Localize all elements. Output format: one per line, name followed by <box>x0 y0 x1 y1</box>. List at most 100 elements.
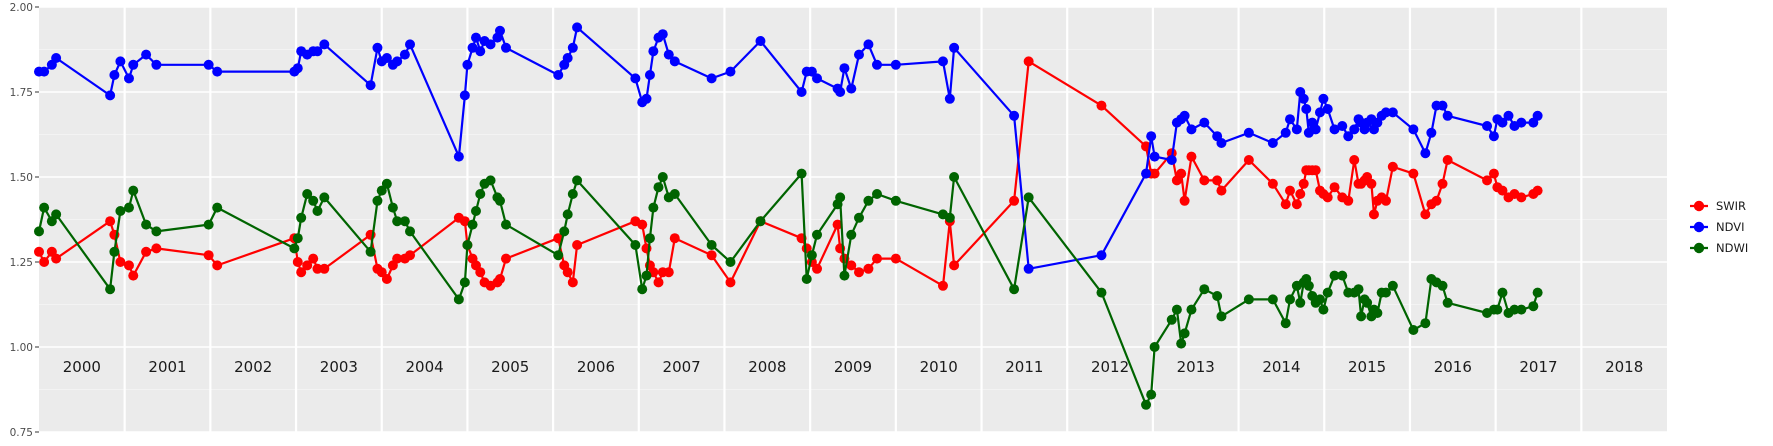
year-label: 2005 <box>491 358 529 376</box>
y-tick-label: 1.75 <box>10 87 33 99</box>
data-point-swir <box>302 260 313 271</box>
data-point-ndwi <box>470 206 481 216</box>
data-point-swir <box>812 263 823 274</box>
data-point-ndwi <box>1009 284 1020 295</box>
data-point-swir <box>1532 185 1543 196</box>
data-point-ndwi <box>485 175 496 186</box>
data-point-ndvi <box>141 49 152 60</box>
data-point-ndvi <box>494 25 505 36</box>
data-point-ndwi <box>1372 308 1383 318</box>
year-labels: 2000 2001 2002 2003 2004 2005 2006 2007 2008 2009… <box>63 358 1644 376</box>
data-point-ndwi <box>1408 325 1419 335</box>
data-point-swir <box>1186 151 1197 162</box>
data-point-ndwi <box>1243 294 1254 305</box>
data-point-ndwi <box>296 212 307 223</box>
data-point-swir <box>1212 175 1223 186</box>
data-point-ndwi <box>494 195 505 206</box>
data-point-ndvi <box>1267 138 1278 148</box>
data-point-swir <box>1149 168 1160 179</box>
grid-lines <box>39 6 1667 433</box>
data-point-swir <box>863 263 874 274</box>
data-point-ndwi <box>806 250 817 261</box>
data-point-swir <box>832 219 843 230</box>
data-point-ndwi <box>1497 287 1508 298</box>
data-point-ndvi <box>1149 151 1160 162</box>
data-point-swir <box>308 253 319 264</box>
data-point-ndvi <box>1096 250 1107 261</box>
data-point-ndwi <box>637 284 648 295</box>
year-label: 2003 <box>320 358 358 376</box>
data-point-ndvi <box>644 70 655 80</box>
series-ndvi <box>34 22 1543 274</box>
data-point-ndwi <box>1362 297 1373 308</box>
data-point-ndvi <box>312 46 323 57</box>
series-swir <box>34 56 1543 291</box>
data-point-ndwi <box>1353 284 1364 295</box>
data-point-ndvi <box>1146 131 1157 142</box>
data-point-ndwi <box>630 240 641 250</box>
data-point-ndwi <box>863 195 874 206</box>
data-point-ndwi <box>1532 287 1543 298</box>
data-point-ndwi <box>944 212 955 223</box>
year-label: 2007 <box>663 358 701 376</box>
data-point-ndvi <box>846 83 857 94</box>
legend-item-swir: SWIR <box>1690 199 1746 213</box>
data-point-ndwi <box>648 202 659 213</box>
data-point-ndvi <box>319 39 330 50</box>
legend-label: NDWI <box>1716 241 1748 255</box>
legend: SWIR NDVI NDWI <box>1690 199 1748 255</box>
data-point-ndvi <box>630 73 641 84</box>
year-label: 2004 <box>405 358 443 376</box>
data-point-swir <box>1023 56 1034 67</box>
data-point-ndvi <box>1349 124 1360 135</box>
data-point-ndwi <box>1176 338 1187 349</box>
data-point-ndwi <box>644 233 655 244</box>
data-point-swir <box>890 253 901 264</box>
data-point-ndwi <box>1314 294 1325 305</box>
data-point-ndvi <box>1301 104 1312 114</box>
data-point-ndwi <box>1322 287 1333 298</box>
year-label: 2010 <box>920 358 958 376</box>
year-label: 2002 <box>234 358 272 376</box>
data-point-ndvi <box>105 90 116 101</box>
data-point-ndwi <box>1492 304 1503 315</box>
data-point-ndvi <box>1442 110 1453 121</box>
data-point-ndvi <box>1516 117 1527 128</box>
data-point-ndwi <box>835 192 846 203</box>
data-point-ndvi <box>51 53 62 63</box>
data-point-swir <box>871 253 882 264</box>
legend-label: SWIR <box>1716 199 1746 213</box>
data-point-swir <box>1437 178 1448 189</box>
data-point-ndwi <box>1146 389 1157 400</box>
data-point-ndwi <box>669 189 680 199</box>
data-point-ndwi <box>1096 287 1107 298</box>
data-point-ndvi <box>453 151 464 162</box>
data-point-ndwi <box>459 277 470 288</box>
data-point-swir <box>1179 195 1190 206</box>
year-label: 2009 <box>834 358 872 376</box>
data-point-ndvi <box>572 22 583 33</box>
data-point-ndvi <box>1166 155 1177 165</box>
data-point-ndwi <box>1023 192 1034 203</box>
data-point-ndvi <box>1243 127 1254 138</box>
data-point-ndvi <box>1503 110 1514 121</box>
data-point-ndwi <box>871 189 882 199</box>
data-point-swir <box>1298 178 1309 189</box>
data-point-ndwi <box>212 202 223 213</box>
data-point-ndwi <box>562 209 573 220</box>
data-point-swir <box>115 257 126 267</box>
data-point-ndvi <box>151 59 162 70</box>
data-point-swir <box>1295 189 1306 199</box>
data-point-ndwi <box>141 219 152 230</box>
data-point-ndvi <box>485 39 496 50</box>
data-point-ndwi <box>292 233 303 244</box>
year-label: 2014 <box>1262 358 1300 376</box>
data-point-ndwi <box>1329 270 1340 281</box>
data-point-ndvi <box>796 87 807 97</box>
data-point-ndwi <box>109 246 120 257</box>
data-point-ndvi <box>648 46 659 57</box>
data-point-ndwi <box>1528 301 1539 312</box>
data-point-ndwi <box>302 189 313 199</box>
